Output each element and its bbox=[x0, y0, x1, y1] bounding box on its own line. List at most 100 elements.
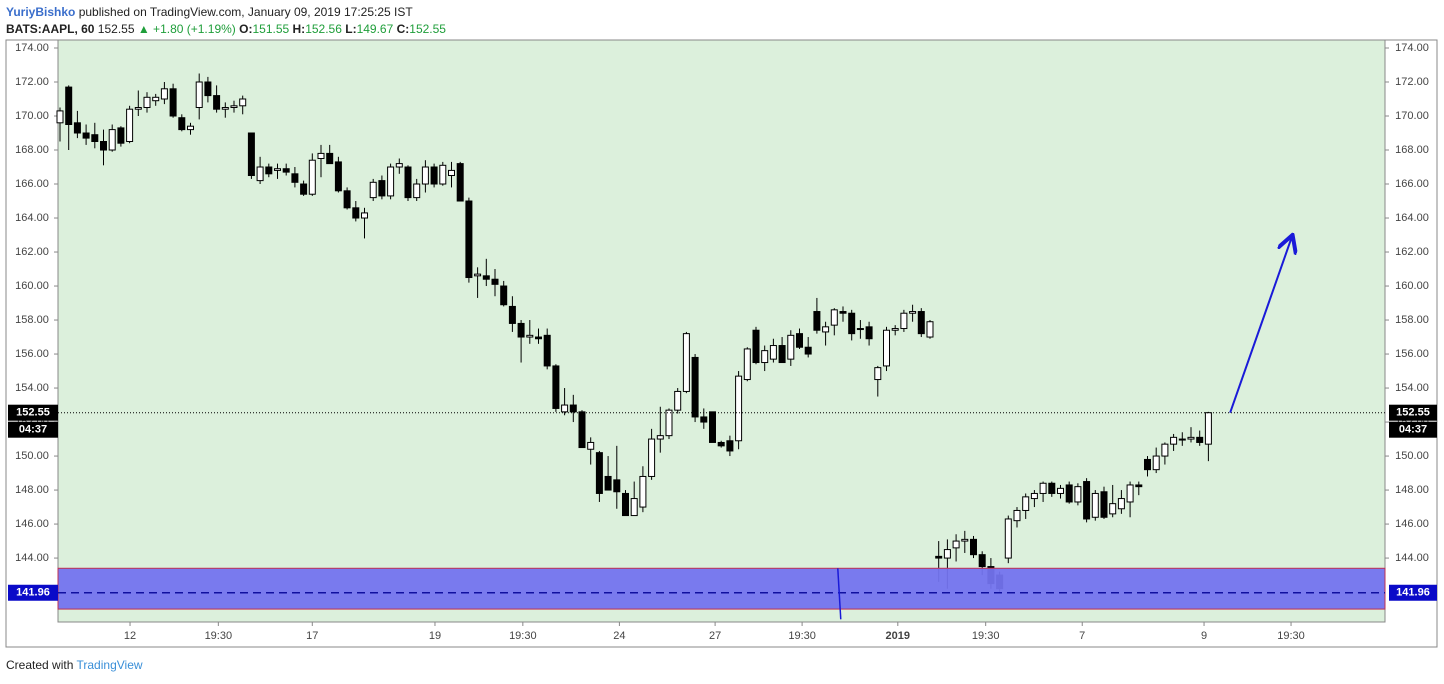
y-tick-label: 152.00 bbox=[1395, 416, 1429, 428]
candle-body bbox=[1056, 487, 1064, 494]
candle-body bbox=[65, 86, 73, 126]
candle-body bbox=[378, 180, 386, 197]
candle-body bbox=[1004, 518, 1012, 559]
candle-body bbox=[195, 81, 203, 109]
y-tick-label: 154.00 bbox=[1395, 382, 1429, 394]
candle-body bbox=[108, 129, 116, 151]
published: published on TradingView.com, January 09… bbox=[78, 5, 413, 19]
y-tick-label: 154.00 bbox=[15, 382, 49, 394]
candle-body bbox=[1013, 509, 1021, 522]
symbol: BATS:AAPL, 60 bbox=[6, 22, 95, 36]
candle-body bbox=[926, 321, 934, 338]
candle-body bbox=[160, 88, 168, 100]
price-label: 152.55 bbox=[16, 407, 50, 419]
x-tick-label: 19 bbox=[429, 630, 441, 642]
candle-body bbox=[1143, 458, 1151, 471]
ohlc-value: 152.56 bbox=[305, 22, 342, 36]
candle-body bbox=[291, 173, 299, 183]
y-tick-label: 150.00 bbox=[15, 450, 49, 462]
candle-body bbox=[204, 81, 212, 97]
candle-body bbox=[534, 336, 542, 340]
candle-body bbox=[648, 438, 656, 477]
candle-body bbox=[282, 168, 290, 173]
candle-body bbox=[630, 498, 638, 517]
candle-body bbox=[517, 322, 525, 338]
candle-body bbox=[91, 134, 99, 143]
candle-body bbox=[317, 152, 325, 160]
candle-body bbox=[1187, 436, 1195, 440]
candle-body bbox=[1117, 498, 1125, 510]
candle-body bbox=[134, 107, 142, 110]
candle-body bbox=[300, 183, 308, 195]
candle-body bbox=[700, 416, 708, 423]
ohlc-label: O: bbox=[239, 22, 253, 36]
y-tick-label: 158.00 bbox=[1395, 314, 1429, 326]
x-tick-label: 19:30 bbox=[509, 630, 537, 642]
author[interactable]: YuriyBishko bbox=[6, 5, 76, 19]
y-tick-label: 144.00 bbox=[1395, 552, 1429, 564]
candle-body bbox=[952, 540, 960, 549]
candle-body bbox=[561, 404, 569, 413]
candle-body bbox=[143, 96, 151, 109]
y-tick-label: 174.00 bbox=[15, 42, 49, 54]
x-tick-label: 2019 bbox=[886, 630, 910, 642]
ohlc-label: H: bbox=[292, 22, 306, 36]
y-tick-label: 158.00 bbox=[15, 314, 49, 326]
candle-body bbox=[1170, 436, 1178, 445]
candle-body bbox=[578, 411, 586, 449]
candle-body bbox=[387, 166, 395, 197]
header: YuriyBishko published on TradingView.com… bbox=[6, 4, 446, 38]
candle-body bbox=[1074, 486, 1082, 503]
y-tick-label: 156.00 bbox=[1395, 348, 1429, 360]
candle-body bbox=[726, 440, 734, 452]
candle-body bbox=[186, 125, 194, 131]
candle-body bbox=[421, 166, 429, 185]
y-tick-label: 174.00 bbox=[1395, 42, 1429, 54]
candle-body bbox=[482, 275, 490, 280]
candle-body bbox=[613, 479, 621, 493]
candle-body bbox=[456, 163, 464, 202]
header-line-1: YuriyBishko published on TradingView.com… bbox=[6, 4, 446, 21]
candle-body bbox=[865, 326, 873, 340]
candle-body bbox=[343, 190, 351, 209]
candle-body bbox=[239, 98, 247, 107]
candle-body bbox=[987, 566, 995, 585]
candle-body bbox=[595, 452, 603, 494]
candle-body bbox=[543, 334, 551, 367]
candle-body bbox=[178, 117, 186, 131]
candle-body bbox=[839, 311, 847, 314]
candle-body bbox=[639, 475, 647, 508]
x-tick-label: 19:30 bbox=[205, 630, 233, 642]
candle-body bbox=[1065, 484, 1073, 503]
candle-body bbox=[708, 411, 716, 443]
candle-body bbox=[152, 96, 160, 102]
change: ▲ +1.80 (+1.19%) bbox=[137, 22, 236, 36]
brand[interactable]: TradingView bbox=[76, 658, 143, 672]
candle-body bbox=[273, 168, 281, 171]
candle-body bbox=[604, 475, 612, 491]
y-tick-label: 162.00 bbox=[15, 246, 49, 258]
candle-body bbox=[508, 305, 516, 324]
candle-body bbox=[430, 166, 438, 185]
countdown-box bbox=[1389, 421, 1437, 438]
candle-body bbox=[830, 309, 838, 326]
y-tick-label: 164.00 bbox=[15, 212, 49, 224]
candle-body bbox=[56, 110, 64, 124]
candle-body bbox=[743, 348, 751, 381]
x-tick-label: 19:30 bbox=[788, 630, 816, 642]
y-tick-label: 148.00 bbox=[15, 484, 49, 496]
arrow bbox=[1229, 237, 1292, 414]
candle-body bbox=[935, 555, 943, 559]
x-tick-label: 12 bbox=[124, 630, 136, 642]
candle-body bbox=[221, 107, 229, 110]
candle-body bbox=[978, 554, 986, 568]
candle-body bbox=[848, 312, 856, 335]
candle-body bbox=[500, 285, 508, 306]
y-tick-label: 146.00 bbox=[1395, 518, 1429, 530]
y-tick-label: 168.00 bbox=[1395, 144, 1429, 156]
y-tick-label: 166.00 bbox=[15, 178, 49, 190]
candle-body bbox=[526, 334, 534, 338]
candle-body bbox=[1030, 492, 1038, 500]
x-tick-label: 9 bbox=[1201, 630, 1207, 642]
candle-body bbox=[822, 326, 830, 333]
